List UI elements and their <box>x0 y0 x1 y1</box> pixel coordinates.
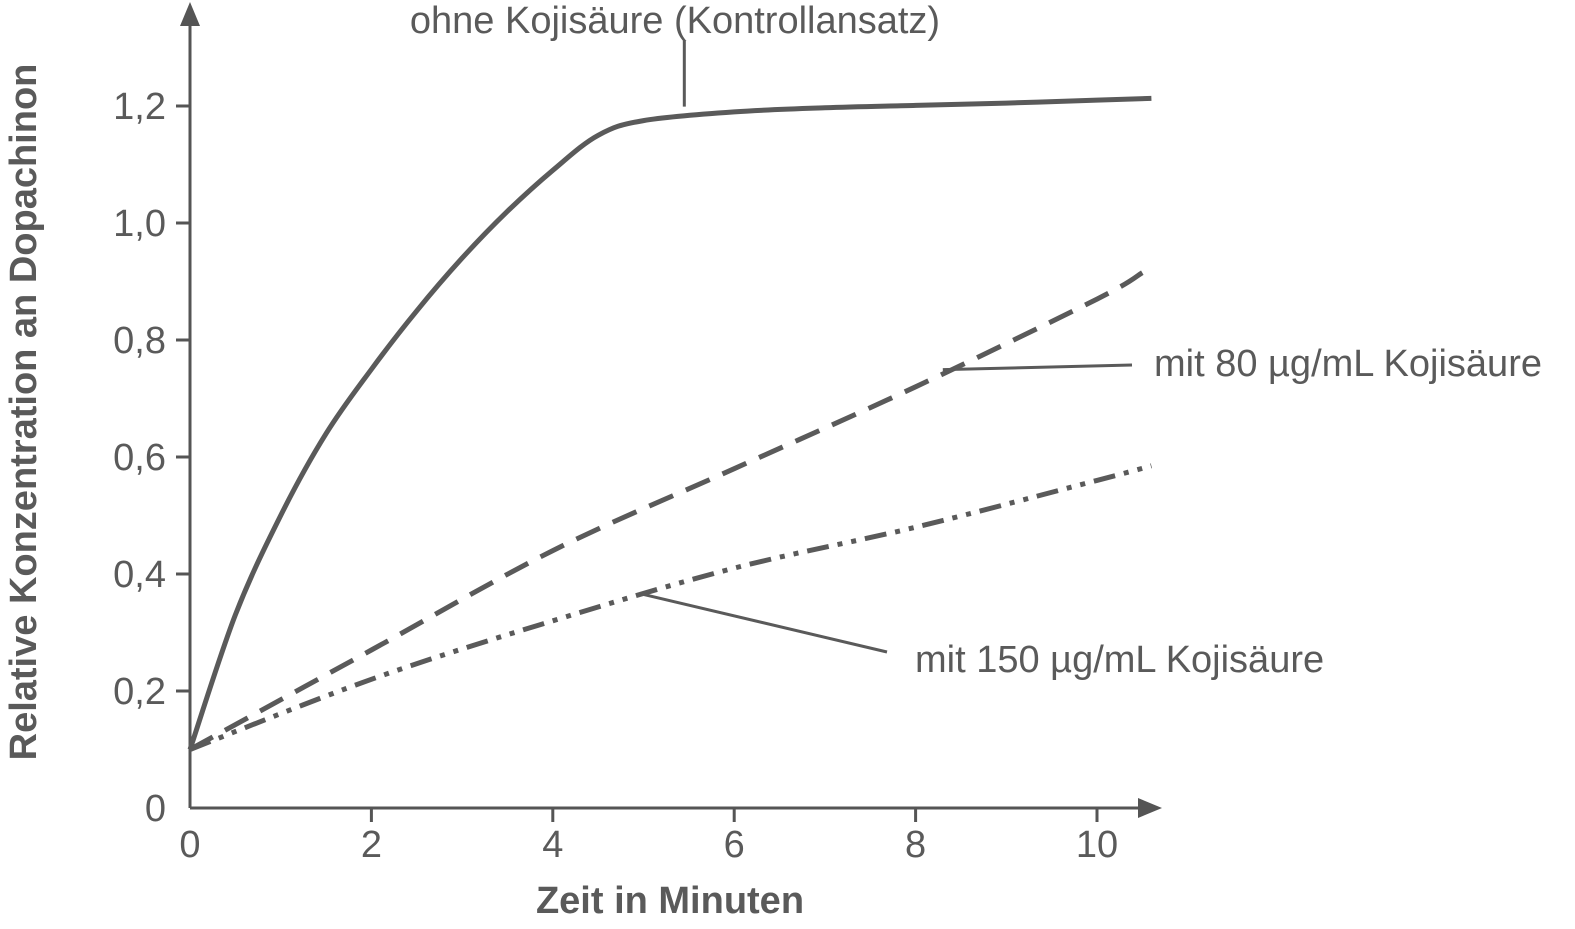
x-tick-label: 0 <box>179 824 200 866</box>
series-annotation-label: mit 80 µg/mL Kojisäure <box>1154 343 1542 385</box>
series-annotation-label: ohne Kojisäure (Kontrollansatz) <box>410 0 940 42</box>
x-ticks: 0 2 4 6 8 10 <box>179 808 1118 866</box>
series-line-3 <box>189 463 1153 752</box>
annotation-leader-line <box>643 593 888 654</box>
x-tick-label: 10 <box>1076 824 1118 866</box>
x-tick-label: 2 <box>361 824 382 866</box>
y-ticks: 0 0,2 0,4 0,6 0,8 1,0 1,2 <box>113 86 190 830</box>
y-axis-arrow-icon <box>180 2 200 26</box>
x-tick-label: 6 <box>724 824 745 866</box>
series-layer <box>187 95 1153 752</box>
y-tick-label: 0 <box>145 788 166 830</box>
y-tick-label: 0,4 <box>113 554 166 596</box>
y-axis-title: Relative Konzentration an Dopachinon <box>3 64 45 761</box>
x-axis-arrow-icon <box>1138 798 1162 818</box>
x-tick-label: 4 <box>542 824 563 866</box>
axes <box>180 2 1162 818</box>
annotation-layer: ohne Kojisäure (Kontrollansatz) mit 80 µg… <box>410 0 1542 681</box>
annotation-leader-line <box>942 363 1133 372</box>
x-axis-title: Zeit in Minuten <box>536 880 804 922</box>
series-line-2 <box>188 270 1144 752</box>
x-tick-label: 8 <box>905 824 926 866</box>
y-tick-label: 0,2 <box>113 671 166 713</box>
y-tick-label: 0,8 <box>113 320 166 362</box>
y-tick-label: 1,0 <box>113 203 166 245</box>
y-tick-label: 1,2 <box>113 86 166 128</box>
series-line-1 <box>187 95 1152 751</box>
series-annotation-label: mit 150 µg/mL Kojisäure <box>915 639 1324 681</box>
y-tick-label: 0,6 <box>113 437 166 479</box>
